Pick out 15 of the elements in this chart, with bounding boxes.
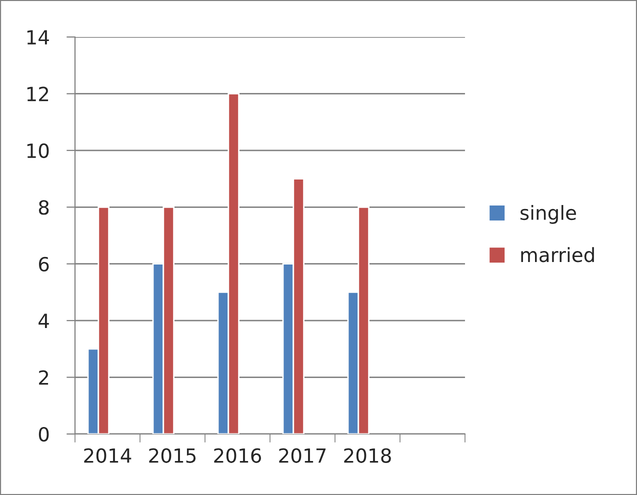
x-tick-label: 2018 — [344, 448, 391, 463]
x-tick-label: 2014 — [84, 448, 132, 463]
legend-label: single — [520, 205, 576, 224]
y-tick-label: 12 — [27, 86, 48, 102]
y-tick-label: 10 — [27, 143, 49, 158]
y-tick-label: 6 — [38, 256, 49, 272]
x-tick-label: 2016 — [214, 448, 262, 463]
x-tick-label: 2015 — [149, 448, 196, 463]
y-tick-label: 0 — [38, 426, 49, 442]
y-tick-label: 8 — [38, 200, 49, 215]
y-tick-label: 4 — [38, 314, 49, 328]
x-tick-label: 2017 — [279, 448, 326, 463]
y-tick-label: 2 — [39, 370, 48, 385]
y-tick-label: 14 — [27, 30, 49, 44]
legend-label: married — [521, 247, 594, 262]
